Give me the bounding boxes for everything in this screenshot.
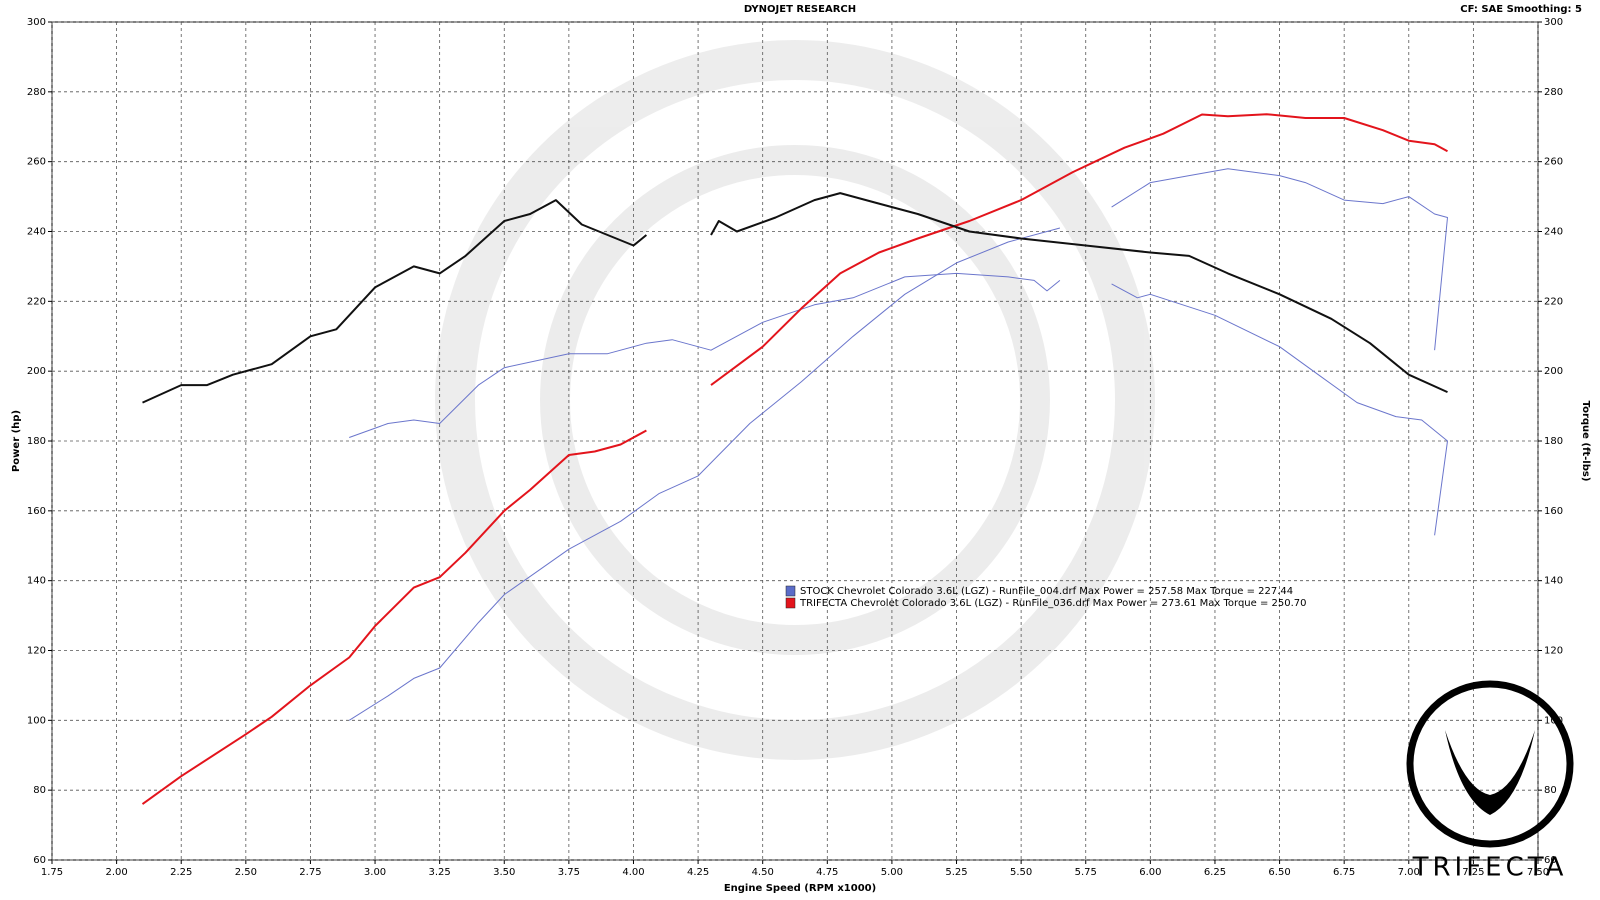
y-tick-label: 240 bbox=[27, 227, 46, 238]
x-tick-label: 3.25 bbox=[429, 867, 451, 878]
x-tick-label: 7.50 bbox=[1527, 867, 1549, 878]
y2-tick-label: 80 bbox=[1544, 785, 1557, 796]
x-tick-label: 5.00 bbox=[881, 867, 903, 878]
y-tick-label: 300 bbox=[27, 17, 46, 28]
x-tick-label: 4.25 bbox=[687, 867, 709, 878]
series-line bbox=[142, 192, 1448, 404]
x-tick-label: 1.75 bbox=[41, 867, 63, 878]
logo-wings bbox=[1445, 730, 1535, 815]
y2-tick-label: 200 bbox=[1544, 366, 1563, 377]
y-tick-label: 80 bbox=[33, 785, 46, 796]
y-tick-label: 260 bbox=[27, 157, 46, 168]
watermark bbox=[435, 40, 1155, 760]
y-tick-label: 200 bbox=[27, 366, 46, 377]
x-tick-label: 5.75 bbox=[1075, 867, 1097, 878]
x-tick-label: 6.50 bbox=[1268, 867, 1290, 878]
y2-tick-label: 180 bbox=[1544, 436, 1563, 447]
y-axis-label: Power (hp) bbox=[11, 410, 22, 472]
y2-tick-label: 160 bbox=[1544, 506, 1563, 517]
watermark-ring bbox=[435, 40, 1155, 760]
y2-tick-label: 120 bbox=[1544, 646, 1563, 657]
y-tick-label: 60 bbox=[33, 855, 46, 866]
logo-ring bbox=[1406, 680, 1574, 848]
x-tick-label: 6.75 bbox=[1333, 867, 1355, 878]
x-tick-label: 6.25 bbox=[1204, 867, 1226, 878]
y2-tick-label: 60 bbox=[1544, 855, 1557, 866]
chart-subtitle: CF: SAE Smoothing: 5 bbox=[1460, 4, 1582, 15]
y2-tick-label: 300 bbox=[1544, 17, 1563, 28]
x-tick-label: 3.50 bbox=[493, 867, 515, 878]
legend-swatch bbox=[785, 585, 796, 597]
y2-axis-label: Torque (ft-lbs) bbox=[1580, 401, 1591, 482]
y2-tick-label: 240 bbox=[1544, 227, 1563, 238]
series-line bbox=[349, 272, 1448, 536]
y-tick-label: 120 bbox=[27, 646, 46, 657]
y-tick-label: 100 bbox=[27, 715, 46, 726]
y2-tick-label: 220 bbox=[1544, 296, 1563, 307]
x-tick-label: 2.75 bbox=[299, 867, 321, 878]
x-tick-label: 2.00 bbox=[105, 867, 127, 878]
chart-title: DYNOJET RESEARCH bbox=[744, 4, 856, 15]
legend-label: TRIFECTA Chevrolet Colorado 3.6L (LGZ) -… bbox=[799, 598, 1307, 609]
series-line bbox=[141, 113, 1448, 805]
x-tick-label: 7.25 bbox=[1462, 867, 1484, 878]
x-tick-label: 4.00 bbox=[622, 867, 644, 878]
x-tick-label: 7.00 bbox=[1398, 867, 1420, 878]
y-tick-label: 220 bbox=[27, 296, 46, 307]
x-tick-label: 4.50 bbox=[752, 867, 774, 878]
y2-tick-label: 280 bbox=[1544, 87, 1563, 98]
x-axis-label: Engine Speed (RPM x1000) bbox=[724, 883, 876, 894]
watermark-ring bbox=[540, 145, 1050, 655]
y-tick-label: 140 bbox=[27, 576, 46, 587]
y2-tick-label: 140 bbox=[1544, 576, 1563, 587]
x-tick-label: 4.75 bbox=[816, 867, 838, 878]
logo: TRIFECTA bbox=[1406, 680, 1574, 883]
y2-tick-label: 260 bbox=[1544, 157, 1563, 168]
y-tick-label: 180 bbox=[27, 436, 46, 447]
y-tick-label: 160 bbox=[27, 506, 46, 517]
x-tick-label: 2.50 bbox=[235, 867, 257, 878]
logo-text: TRIFECTA bbox=[1412, 853, 1568, 883]
x-tick-label: 3.75 bbox=[558, 867, 580, 878]
y-tick-label: 280 bbox=[27, 87, 46, 98]
legend-label: STOCK Chevrolet Colorado 3.6L (LGZ) - Ru… bbox=[800, 586, 1293, 597]
x-tick-label: 2.25 bbox=[170, 867, 192, 878]
x-tick-label: 5.25 bbox=[945, 867, 967, 878]
legend-swatch bbox=[785, 597, 796, 609]
x-tick-label: 5.50 bbox=[1010, 867, 1032, 878]
x-tick-label: 6.00 bbox=[1139, 867, 1161, 878]
series-line bbox=[348, 168, 1448, 721]
x-tick-label: 3.00 bbox=[364, 867, 386, 878]
